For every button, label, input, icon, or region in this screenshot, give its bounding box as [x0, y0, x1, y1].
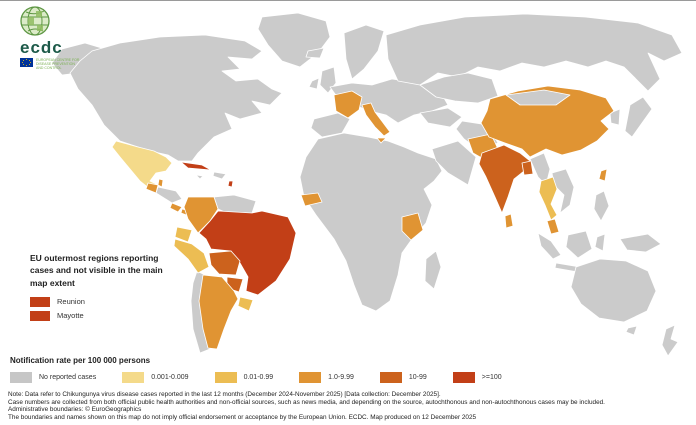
land-korea [609, 108, 621, 126]
land-central-america [155, 186, 183, 204]
country-cuba [180, 161, 212, 171]
land-africa [299, 132, 443, 312]
land-scandinavia [343, 24, 385, 80]
land-arabia [431, 140, 477, 186]
inset-title-line3: map extent [30, 277, 75, 288]
country-costa-rica [169, 202, 183, 213]
country-malaysia [546, 218, 560, 235]
land-north-america [69, 34, 283, 162]
ecdc-globe-icon [20, 6, 50, 36]
reporting-countries [111, 85, 615, 350]
country-kenya [401, 212, 424, 241]
country-india [478, 144, 531, 214]
footnotes: Note: Data refer to Chikungunya virus di… [8, 391, 605, 421]
legend-item-c4: 10-99 [379, 372, 427, 383]
legend-item-c5: >=100 [452, 372, 502, 383]
country-taiwan [598, 168, 608, 182]
land-philippines [593, 190, 610, 222]
land-central-asia [419, 72, 499, 104]
land-tasmania [625, 325, 638, 336]
rate-c5-swatch [452, 372, 475, 383]
rate-c3-swatch [299, 372, 322, 383]
footnote-boundaries: Administrative boundaries: © EuroGeograp… [8, 406, 142, 414]
inset-item-reunion: Reunion [30, 296, 200, 307]
land-turkey [419, 107, 463, 128]
ecdc-logo: ecdc European Centre for Disease Prevent… [16, 5, 126, 71]
legend-item-c2: 0.01-0.99 [214, 372, 274, 383]
country-ecuador [174, 226, 193, 243]
org-name-line3: and Control [36, 66, 62, 71]
land-mongolia [505, 89, 571, 106]
mayotte-label: Mayotte [57, 311, 84, 321]
country-senegal [300, 192, 323, 207]
land-iceland [305, 47, 325, 59]
land-iberia [310, 112, 351, 138]
no-reported-cases-landmass [51, 12, 683, 357]
land-ireland [308, 77, 320, 90]
mayotte-color-swatch [30, 310, 50, 321]
land-madagascar [424, 250, 442, 290]
inset-title-line2: cases and not visible in the main [30, 265, 163, 276]
country-peru [173, 238, 210, 274]
legend-item-c3: 1.0-9.99 [299, 372, 354, 383]
country-thailand [538, 176, 558, 221]
ecdc-org-name: European Centre for Disease Prevention a… [36, 58, 79, 71]
inset-item-mayotte: Mayotte [30, 310, 200, 321]
outermost-regions-inset: EU outermost regions reporting cases and… [30, 252, 200, 321]
land-japan [624, 96, 653, 138]
legend-item-c1: 0.001-0.009 [122, 372, 189, 383]
no-cases-swatch [10, 372, 32, 383]
country-belize [157, 178, 164, 188]
rate-c3-label: 1.0-9.99 [328, 374, 354, 381]
land-sumatra [537, 232, 562, 260]
legend-item-no-cases: No reported cases [10, 372, 96, 383]
inset-title-line1: EU outermost regions reporting [30, 253, 159, 263]
org-name-line2: Disease Prevention [36, 62, 75, 67]
country-sri-lanka [504, 213, 514, 229]
rate-c2-swatch [214, 372, 237, 383]
ecdc-wordmark: ecdc [20, 38, 63, 57]
country-uruguay [237, 296, 254, 312]
country-china [480, 85, 615, 158]
land-hispaniola [212, 171, 227, 180]
footnote-data-note: Note: Data refer to Chikungunya virus di… [8, 391, 441, 398]
country-mexico [111, 140, 173, 190]
land-myanmar [529, 152, 551, 186]
notification-rate-legend: Notification rate per 100 000 persons No… [10, 356, 528, 383]
land-new-guinea [619, 233, 662, 253]
footnote-sources: Case numbers are collected from both off… [8, 398, 605, 406]
land-borneo [565, 230, 593, 259]
rate-c4-label: 10-99 [408, 374, 427, 381]
rate-c5-label: >=100 [481, 374, 502, 381]
eu-flag-icon [20, 58, 33, 67]
land-greenland [257, 12, 331, 68]
rate-c1-swatch [122, 372, 145, 383]
rate-c1-label: 0.001-0.009 [151, 374, 189, 381]
reunion-label: Reunion [57, 297, 85, 307]
land-new-zealand [661, 324, 679, 357]
land-sulawesi [594, 233, 606, 252]
country-french-antilles [227, 180, 234, 188]
inset-title: EU outermost regions reporting cases and… [30, 252, 200, 289]
footnote-disclaimer: The boundaries and names shown on this m… [8, 413, 477, 421]
country-bangladesh [521, 160, 534, 176]
rate-c4-swatch [379, 372, 402, 383]
legend-title: Notification rate per 100 000 persons [10, 356, 151, 365]
country-bolivia [208, 250, 241, 276]
country-italy [361, 102, 391, 144]
land-australia [570, 258, 657, 323]
country-brazil [198, 210, 297, 296]
no-cases-label: No reported cases [39, 374, 97, 381]
org-name-line1: European Centre for [36, 58, 80, 62]
country-guatemala [145, 182, 159, 194]
land-russia [385, 13, 683, 92]
rate-c2-label: 0.01-0.99 [243, 374, 274, 381]
country-argentina [198, 274, 239, 350]
reunion-color-swatch [30, 296, 50, 307]
land-jamaica [195, 174, 204, 180]
country-france [333, 90, 363, 119]
